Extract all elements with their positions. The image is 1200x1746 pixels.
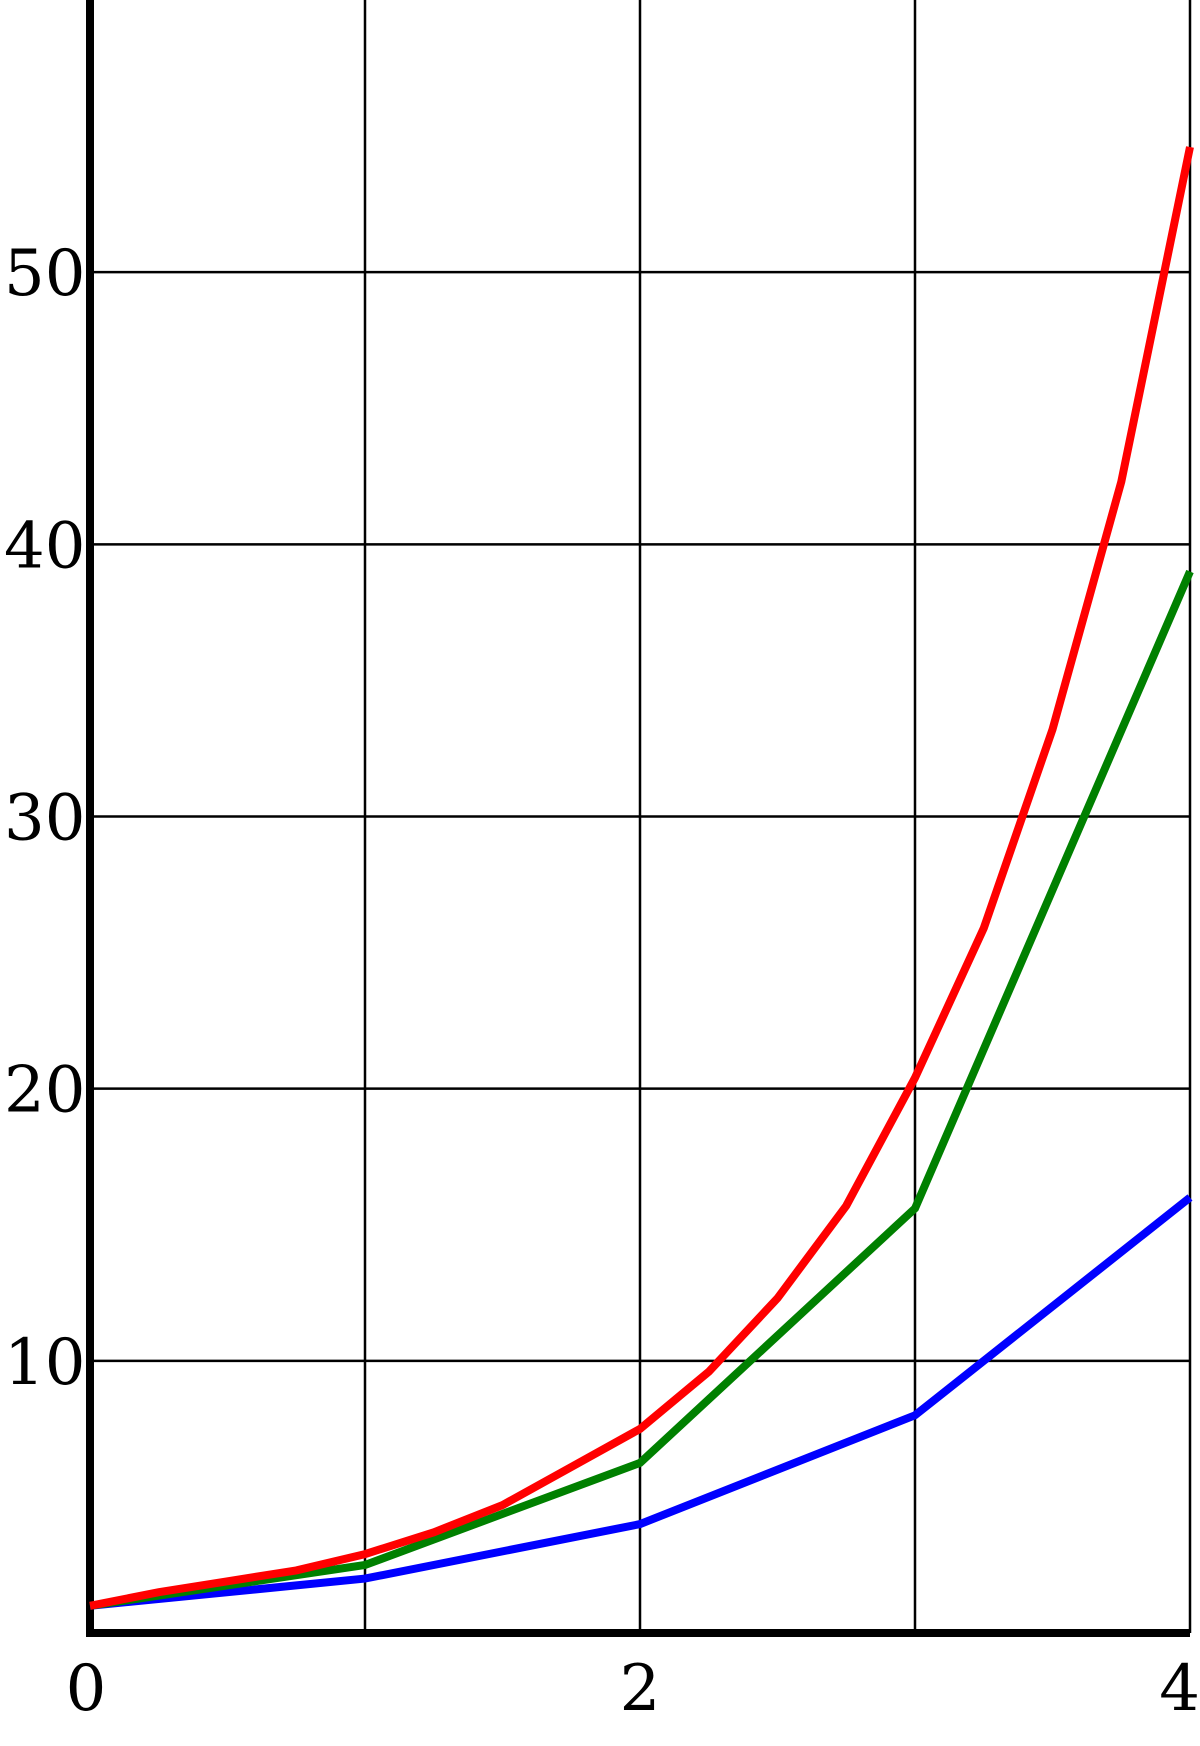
x-tick-label: 2	[620, 1652, 661, 1726]
y-tick-label: 20	[4, 1054, 85, 1128]
y-tick-labels: 10 20 30 40 50	[4, 237, 85, 1400]
axes	[86, 0, 1190, 1637]
series-line-1	[89, 1194, 1193, 1610]
y-tick-label: 30	[4, 782, 85, 856]
y-tick-label: 50	[4, 237, 85, 311]
series-line-2	[89, 569, 1194, 1610]
y-tick-label: 40	[4, 509, 85, 583]
series-line-3	[89, 146, 1194, 1610]
x-tick-label: 0	[66, 1652, 107, 1726]
x-tick-labels: 0 2 4	[66, 1652, 1200, 1726]
series-lines	[89, 146, 1194, 1610]
grid	[90, 0, 1192, 1633]
y-tick-label: 10	[4, 1326, 85, 1400]
x-tick-label: 4	[1159, 1652, 1200, 1726]
